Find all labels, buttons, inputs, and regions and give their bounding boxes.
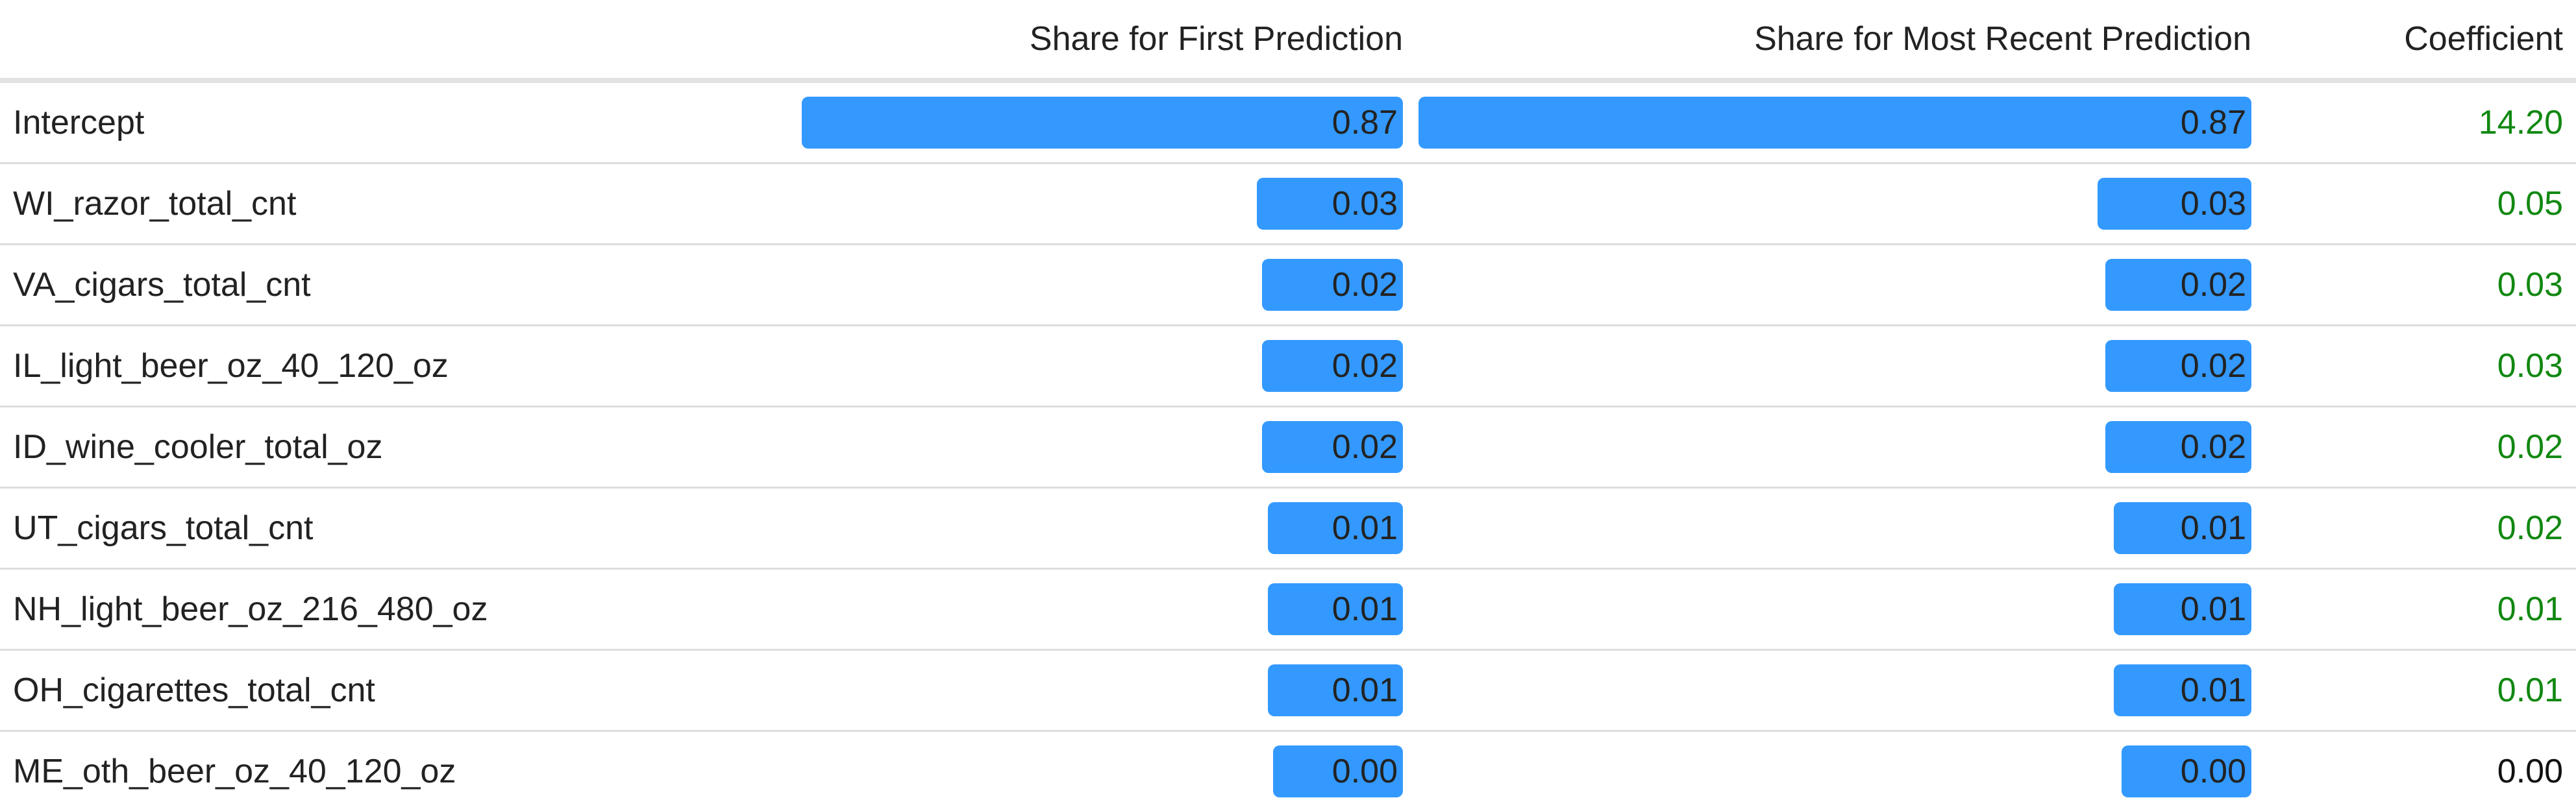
share-recent-bar-cell: 0.87 — [1418, 80, 2267, 163]
share-first-bar-track: 0.02 — [802, 421, 1403, 473]
share-recent-bar-cell: 0.00 — [1418, 731, 2267, 811]
share-first-bar: 0.01 — [1268, 583, 1403, 635]
table-row: UT_cigars_total_cnt 0.01 0.01 0.02 — [0, 488, 2576, 569]
share-first-bar-track: 0.02 — [802, 259, 1403, 311]
share-first-bar-cell: 0.02 — [802, 245, 1418, 326]
share-first-bar-cell: 0.02 — [802, 326, 1418, 407]
share-recent-bar-cell: 0.02 — [1418, 326, 2267, 407]
share-first-bar-cell: 0.02 — [802, 407, 1418, 488]
share-recent-bar-cell: 0.03 — [1418, 163, 2267, 245]
share-recent-bar: 0.00 — [2122, 745, 2251, 797]
share-first-bar-cell: 0.03 — [802, 163, 1418, 245]
feature-name-cell: NH_light_beer_oz_216_480_oz — [0, 569, 802, 650]
coefficient-cell: 0.01 — [2267, 650, 2576, 731]
share-recent-bar-track: 0.01 — [1418, 583, 2251, 635]
share-first-bar: 0.00 — [1273, 745, 1403, 797]
coefficient-cell: 14.20 — [2267, 80, 2576, 163]
header-share-first-prediction: Share for First Prediction — [802, 0, 1418, 80]
share-recent-bar-cell: 0.01 — [1418, 569, 2267, 650]
feature-name-cell: WI_razor_total_cnt — [0, 163, 802, 245]
share-first-bar-track: 0.01 — [802, 664, 1403, 716]
share-recent-bar-track: 0.87 — [1418, 97, 2251, 149]
feature-name-cell: UT_cigars_total_cnt — [0, 488, 802, 569]
share-first-bar-track: 0.03 — [802, 178, 1403, 230]
share-first-bar-cell: 0.01 — [802, 488, 1418, 569]
share-first-bar: 0.02 — [1262, 259, 1403, 311]
header-share-recent-prediction: Share for Most Recent Prediction — [1418, 0, 2267, 80]
share-recent-bar-track: 0.01 — [1418, 664, 2251, 716]
table-row: VA_cigars_total_cnt 0.02 0.02 0.03 — [0, 245, 2576, 326]
table-row: ME_oth_beer_oz_40_120_oz 0.00 0.00 0.00 — [0, 731, 2576, 811]
share-first-bar: 0.01 — [1268, 664, 1403, 716]
coefficient-cell: 0.03 — [2267, 326, 2576, 407]
share-first-bar: 0.02 — [1262, 421, 1403, 473]
share-recent-bar: 0.03 — [2098, 178, 2251, 230]
share-recent-bar-cell: 0.02 — [1418, 407, 2267, 488]
share-recent-bar: 0.01 — [2114, 502, 2251, 554]
share-first-bar-cell: 0.00 — [802, 731, 1418, 811]
share-recent-bar: 0.87 — [1418, 97, 2251, 149]
share-recent-bar-track: 0.01 — [1418, 502, 2251, 554]
header-feature-name — [0, 0, 802, 80]
feature-name-cell: ME_oth_beer_oz_40_120_oz — [0, 731, 802, 811]
feature-name-cell: OH_cigarettes_total_cnt — [0, 650, 802, 731]
share-first-bar-track: 0.02 — [802, 340, 1403, 392]
share-recent-bar-track: 0.02 — [1418, 421, 2251, 473]
header-coefficient: Coefficient — [2267, 0, 2576, 80]
table-row: WI_razor_total_cnt 0.03 0.03 0.05 — [0, 163, 2576, 245]
share-first-bar-cell: 0.01 — [802, 569, 1418, 650]
share-recent-bar-cell: 0.01 — [1418, 488, 2267, 569]
share-recent-bar-cell: 0.02 — [1418, 245, 2267, 326]
coefficient-cell: 0.05 — [2267, 163, 2576, 245]
share-first-bar-track: 0.01 — [802, 502, 1403, 554]
feature-name-cell: IL_light_beer_oz_40_120_oz — [0, 326, 802, 407]
share-recent-bar-track: 0.02 — [1418, 259, 2251, 311]
share-first-bar-cell: 0.87 — [802, 80, 1418, 163]
feature-name-cell: VA_cigars_total_cnt — [0, 245, 802, 326]
coefficient-cell: 0.01 — [2267, 569, 2576, 650]
share-recent-bar: 0.02 — [2105, 421, 2251, 473]
share-recent-bar: 0.02 — [2105, 340, 2251, 392]
share-first-bar: 0.01 — [1268, 502, 1403, 554]
share-recent-bar-track: 0.02 — [1418, 340, 2251, 392]
table-row: OH_cigarettes_total_cnt 0.01 0.01 0.01 — [0, 650, 2576, 731]
share-recent-bar: 0.01 — [2114, 583, 2251, 635]
coefficient-cell: 0.02 — [2267, 407, 2576, 488]
feature-name-cell: Intercept — [0, 80, 802, 163]
table-row: IL_light_beer_oz_40_120_oz 0.02 0.02 0.03 — [0, 326, 2576, 407]
coefficient-cell: 0.02 — [2267, 488, 2576, 569]
share-first-bar-track: 0.01 — [802, 583, 1403, 635]
share-first-bar-cell: 0.01 — [802, 650, 1418, 731]
feature-name-cell: ID_wine_cooler_total_oz — [0, 407, 802, 488]
share-first-bar: 0.03 — [1257, 178, 1403, 230]
coefficient-cell: 0.00 — [2267, 731, 2576, 811]
table-header-row: Share for First Prediction Share for Mos… — [0, 0, 2576, 80]
share-recent-bar-cell: 0.01 — [1418, 650, 2267, 731]
coefficient-cell: 0.03 — [2267, 245, 2576, 326]
share-first-bar: 0.87 — [802, 97, 1403, 149]
share-recent-bar: 0.02 — [2105, 259, 2251, 311]
share-recent-bar: 0.01 — [2114, 664, 2251, 716]
table-row: ID_wine_cooler_total_oz 0.02 0.02 0.02 — [0, 407, 2576, 488]
table-row: NH_light_beer_oz_216_480_oz 0.01 0.01 0.01 — [0, 569, 2576, 650]
share-recent-bar-track: 0.00 — [1418, 745, 2251, 797]
share-first-bar: 0.02 — [1262, 340, 1403, 392]
share-recent-bar-track: 0.03 — [1418, 178, 2251, 230]
share-first-bar-track: 0.87 — [802, 97, 1403, 149]
share-first-bar-track: 0.00 — [802, 745, 1403, 797]
